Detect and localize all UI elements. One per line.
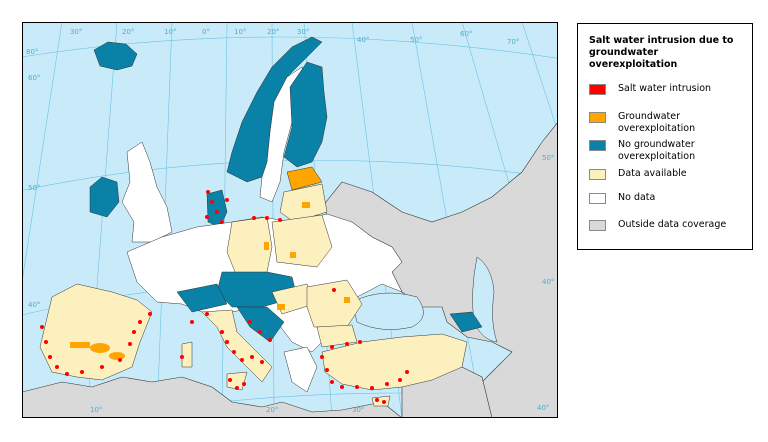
meridian-label-1: 20° — [122, 28, 134, 36]
data-available-swatch — [589, 169, 606, 180]
parallel-label-2: 40° — [28, 301, 40, 309]
outside-coverage-africa — [22, 376, 403, 418]
poland — [271, 214, 333, 268]
sardinia — [181, 341, 193, 368]
outside-coverage-swatch — [589, 220, 606, 231]
meridian-label-0: 30° — [70, 28, 82, 36]
meridian-label-10: 70° — [507, 38, 519, 46]
bulgaria — [316, 324, 358, 348]
salt-water-swatch — [589, 84, 606, 95]
no-overexploitation-swatch — [589, 140, 606, 151]
greece — [283, 346, 318, 393]
meridian-label-4: 10° — [234, 28, 246, 36]
map-frame — [22, 22, 558, 418]
groundwater-overexploitation-areas — [70, 202, 350, 360]
meridian-label-12: 10° — [90, 406, 102, 414]
meridian-label-7: 40° — [357, 36, 369, 44]
legend-label: Data available — [618, 168, 687, 179]
meridian-label-3: 0° — [202, 28, 210, 36]
iceland — [93, 41, 138, 71]
legend-label: No data — [618, 192, 656, 203]
overexploitation-swatch — [589, 112, 606, 123]
italy — [201, 309, 273, 383]
parallel-label-1: 50° — [28, 184, 40, 192]
legend: Salt water intrusion due to groundwater … — [577, 23, 753, 250]
parallel-label-4: 40° — [542, 278, 554, 286]
finland — [283, 61, 328, 168]
legend-label: Outside data coverage — [618, 219, 727, 230]
parallel-label-3: 50° — [542, 154, 554, 162]
georgia-armenia — [449, 311, 483, 333]
meridian-label-14: 30° — [352, 406, 364, 414]
turkey — [321, 333, 468, 391]
switzerland-region — [176, 283, 228, 313]
europe-map: 30° 20° 10° 0° 10° 20° 30° 40° 50° 60° 7… — [22, 22, 558, 418]
no-data-swatch — [589, 193, 606, 204]
cyprus — [371, 395, 391, 407]
ireland — [89, 176, 120, 218]
legend-label: Groundwater overexploitation — [618, 111, 696, 134]
caspian-sea — [472, 256, 498, 343]
meridian-label-2: 10° — [164, 28, 176, 36]
meridian-label-13: 20° — [266, 406, 278, 414]
legend-label: Salt water intrusion — [618, 83, 712, 94]
salt-water-intrusion-points — [40, 190, 409, 404]
meridian-label-8: 50° — [410, 36, 422, 44]
black-sea — [351, 292, 424, 330]
estonia — [286, 166, 323, 191]
meridian-label-11: 80° — [26, 48, 38, 56]
croatia-slovenia — [236, 306, 285, 343]
legend-label: No groundwater overexploitation — [618, 139, 696, 162]
meridian-label-9: 60° — [460, 30, 472, 38]
legend-title: Salt water intrusion due to groundwater … — [589, 35, 734, 70]
parallel-label-0: 60° — [28, 74, 40, 82]
sicily — [226, 371, 248, 391]
meridian-label-6: 30° — [297, 28, 309, 36]
meridian-label-5: 20° — [267, 28, 279, 36]
meridian-label-15: 40° — [537, 404, 549, 412]
